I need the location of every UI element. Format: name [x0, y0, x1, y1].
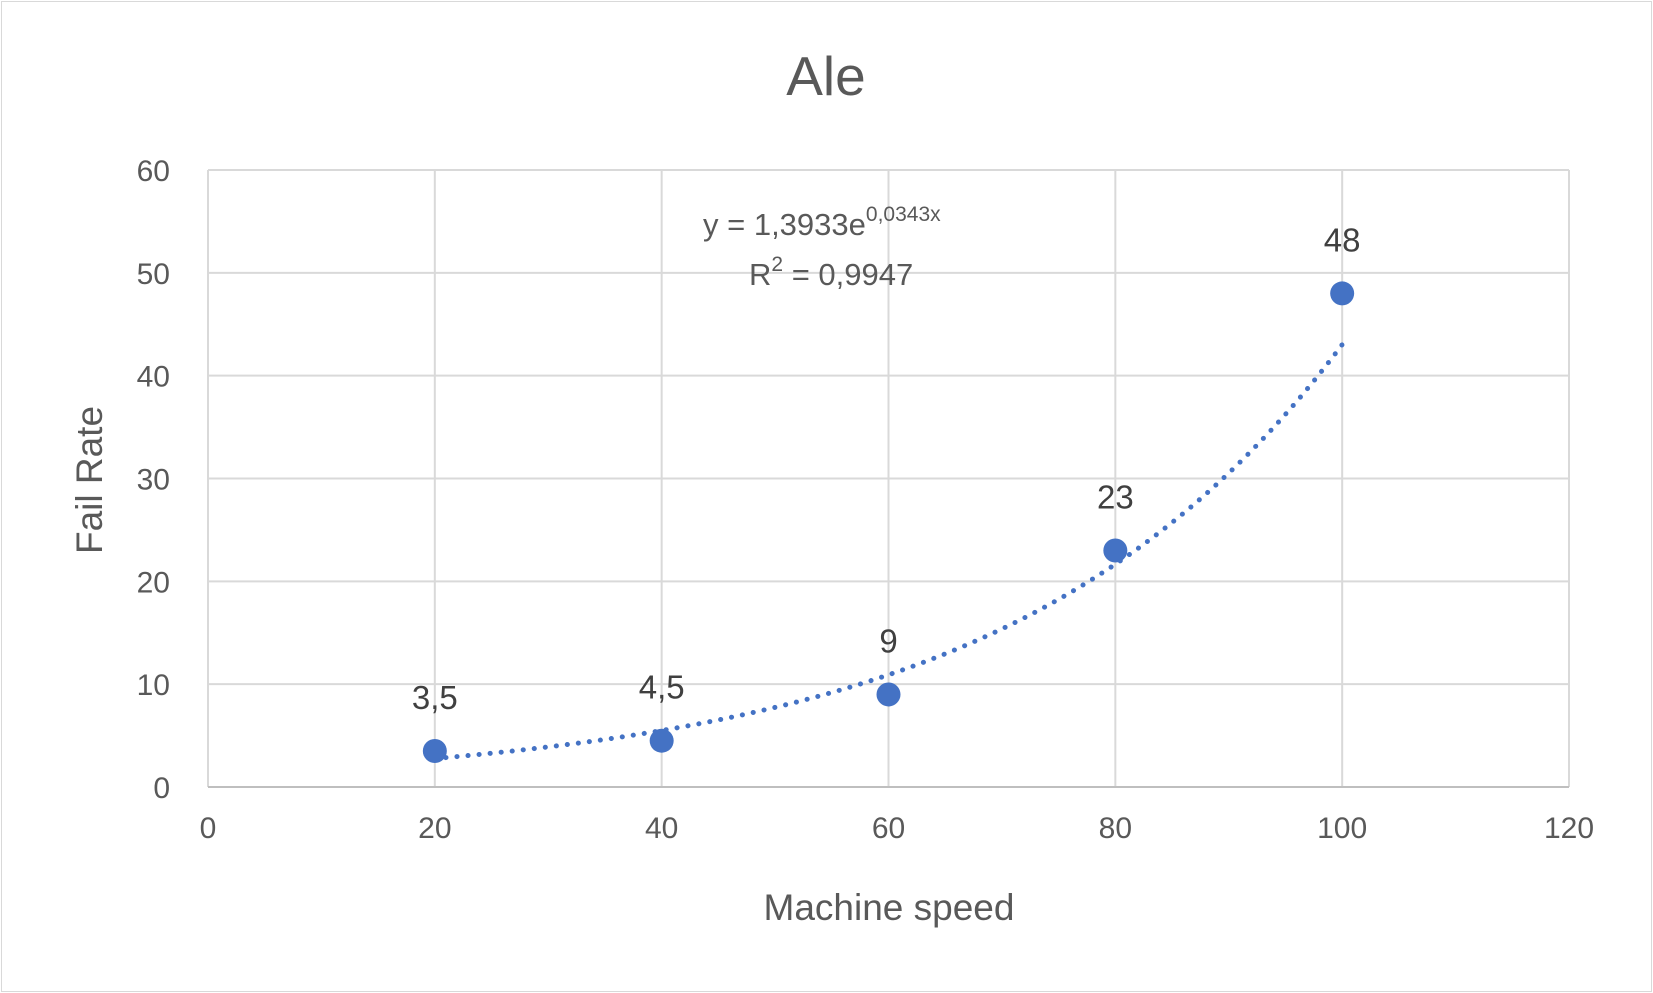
- y-tick-label: 20: [137, 566, 170, 599]
- equation-main: y = 1,3933e: [703, 207, 866, 242]
- y-tick-label: 10: [137, 669, 170, 702]
- r-squared-value: = 0,9947: [783, 257, 913, 292]
- y-axis-title: Fail Rate: [69, 406, 110, 554]
- x-axis-title: Machine speed: [764, 887, 1015, 928]
- x-tick-label: 80: [1099, 812, 1132, 845]
- r-squared-label: R: [749, 257, 771, 292]
- data-label: 23: [1097, 478, 1134, 515]
- trendline: [432, 342, 1345, 762]
- y-tick-label: 60: [137, 155, 170, 188]
- gridlines: [207, 169, 1570, 787]
- x-tick-label: 60: [872, 812, 905, 845]
- data-label: 9: [879, 622, 897, 659]
- data-label: 4,5: [639, 669, 685, 706]
- y-tick-label: 0: [153, 772, 170, 805]
- x-tick-label: 40: [645, 812, 678, 845]
- data-point: [876, 682, 901, 707]
- x-tick-label: 0: [200, 812, 217, 845]
- trendline-path: [432, 342, 1345, 762]
- x-tick-label: 120: [1544, 812, 1594, 845]
- data-point: [1103, 538, 1128, 563]
- chart-title: Ale: [786, 45, 866, 107]
- data-point: [422, 739, 447, 764]
- svg-text:y = 1,3933e0,0343x: y = 1,3933e0,0343x: [703, 203, 941, 242]
- data-point: [649, 728, 674, 753]
- x-tick-label: 20: [418, 812, 451, 845]
- equation-exponent: 0,0343x: [866, 203, 941, 226]
- trendline-equation: y = 1,3933e0,0343x R2 = 0,9947: [703, 203, 941, 292]
- data-labels: 3,5 4,5 9 23 48: [412, 221, 1361, 716]
- y-tick-label: 30: [137, 464, 170, 497]
- y-tick-label: 50: [137, 258, 170, 291]
- data-point: [1330, 281, 1355, 306]
- data-points: [422, 281, 1355, 764]
- data-label: 48: [1324, 221, 1361, 258]
- data-label: 3,5: [412, 679, 458, 716]
- svg-text:R2 = 0,9947: R2 = 0,9947: [749, 253, 913, 292]
- y-tick-label: 40: [137, 361, 170, 394]
- axes: 0 20 40 60 80 100 120 0 10 20 30 40 50 60: [137, 155, 1594, 845]
- x-tick-label: 100: [1317, 812, 1367, 845]
- r-squared-superscript: 2: [771, 253, 783, 276]
